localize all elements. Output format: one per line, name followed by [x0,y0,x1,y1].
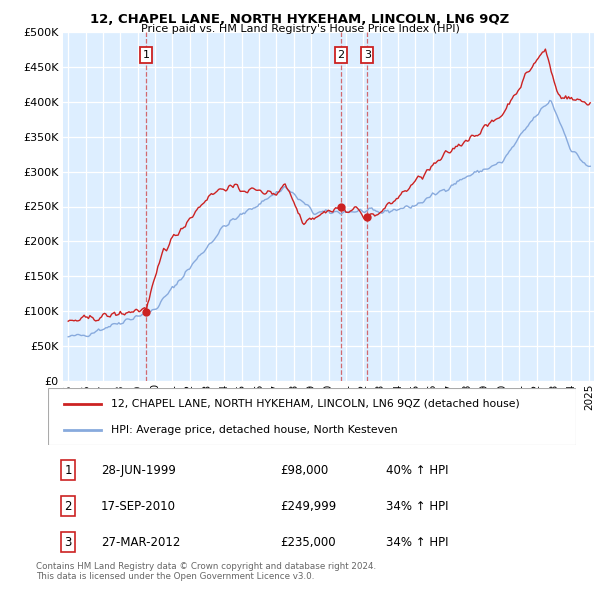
Text: 2: 2 [64,500,72,513]
Text: Contains HM Land Registry data © Crown copyright and database right 2024.: Contains HM Land Registry data © Crown c… [36,562,376,571]
Text: 28-JUN-1999: 28-JUN-1999 [101,464,176,477]
Text: 12, CHAPEL LANE, NORTH HYKEHAM, LINCOLN, LN6 9QZ: 12, CHAPEL LANE, NORTH HYKEHAM, LINCOLN,… [91,13,509,26]
Text: £235,000: £235,000 [280,536,336,549]
Text: 40% ↑ HPI: 40% ↑ HPI [386,464,448,477]
Text: 2: 2 [337,50,344,60]
Text: Price paid vs. HM Land Registry's House Price Index (HPI): Price paid vs. HM Land Registry's House … [140,24,460,34]
Text: 1: 1 [142,50,149,60]
Text: 34% ↑ HPI: 34% ↑ HPI [386,536,448,549]
Text: £98,000: £98,000 [280,464,329,477]
Text: 12, CHAPEL LANE, NORTH HYKEHAM, LINCOLN, LN6 9QZ (detached house): 12, CHAPEL LANE, NORTH HYKEHAM, LINCOLN,… [112,399,520,409]
Text: This data is licensed under the Open Government Licence v3.0.: This data is licensed under the Open Gov… [36,572,314,581]
Text: 3: 3 [364,50,371,60]
Text: HPI: Average price, detached house, North Kesteven: HPI: Average price, detached house, Nort… [112,425,398,435]
Text: 17-SEP-2010: 17-SEP-2010 [101,500,176,513]
Text: 1: 1 [64,464,72,477]
Text: 27-MAR-2012: 27-MAR-2012 [101,536,180,549]
Text: 34% ↑ HPI: 34% ↑ HPI [386,500,448,513]
Text: 3: 3 [64,536,72,549]
Text: £249,999: £249,999 [280,500,337,513]
